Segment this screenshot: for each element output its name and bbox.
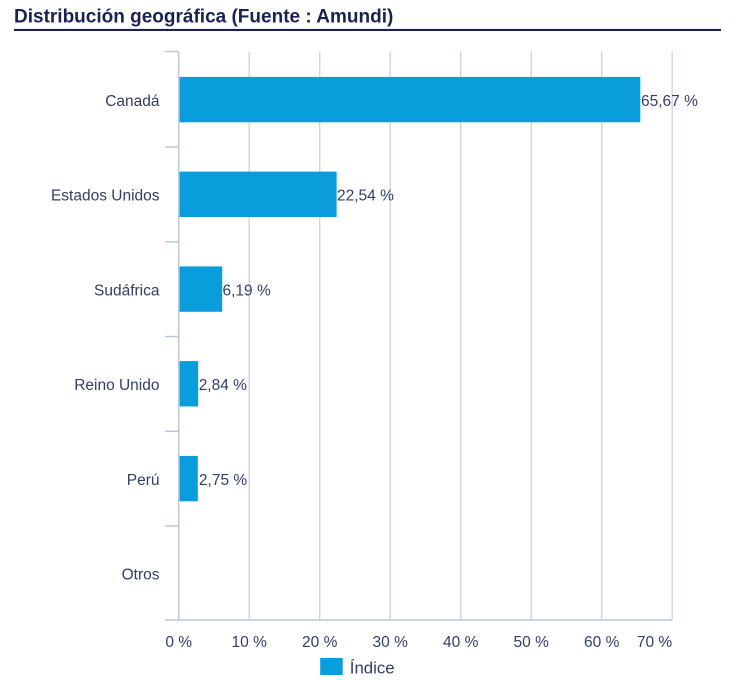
svg-text:20 %: 20 % [302, 634, 338, 651]
svg-text:6,19 %: 6,19 % [223, 283, 271, 300]
svg-text:50 %: 50 % [514, 634, 550, 651]
svg-text:0 %: 0 % [165, 634, 192, 651]
svg-text:65,67 %: 65,67 % [641, 93, 698, 110]
svg-text:Estados Unidos: Estados Unidos [51, 188, 160, 205]
svg-text:Canadá: Canadá [105, 93, 160, 110]
svg-text:Reino Unido: Reino Unido [74, 377, 159, 394]
svg-text:40 %: 40 % [443, 634, 479, 651]
svg-text:10 %: 10 % [232, 634, 268, 651]
svg-text:70 %: 70 % [637, 634, 673, 651]
svg-text:Perú: Perú [127, 472, 160, 489]
svg-text:Otros: Otros [122, 567, 160, 584]
svg-text:2,75 %: 2,75 % [199, 472, 247, 489]
svg-text:2,84 %: 2,84 % [199, 377, 247, 394]
svg-text:30 %: 30 % [373, 634, 409, 651]
svg-text:Distribución geográfica (Fuent: Distribución geográfica (Fuente : Amundi… [14, 6, 393, 27]
svg-text:22,54 %: 22,54 % [337, 188, 394, 205]
svg-text:Índice: Índice [350, 659, 395, 678]
svg-text:60 %: 60 % [584, 634, 620, 651]
svg-text:Sudáfrica: Sudáfrica [94, 283, 160, 300]
